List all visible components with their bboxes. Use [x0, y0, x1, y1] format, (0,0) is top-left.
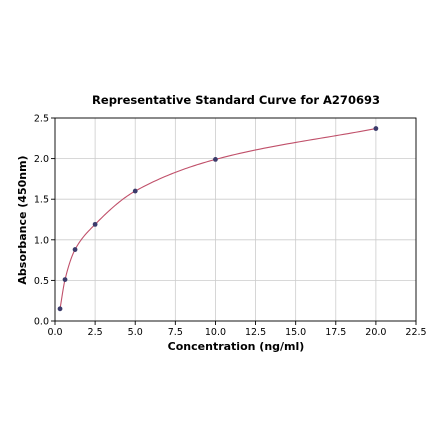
x-tick-label: 7.5	[168, 327, 183, 338]
fit-curve-line	[59, 128, 376, 309]
y-axis-ticks: 0.0 0.5 1.0 1.5 2.0 2.5	[34, 114, 55, 328]
y-axis-label: Absorbance (450nm)	[16, 155, 29, 284]
x-tick-label: 12.5	[245, 327, 266, 338]
x-tick-label: 5.0	[128, 327, 143, 338]
y-tick-label: 2.0	[34, 154, 49, 165]
y-tick-label: 1.0	[34, 235, 49, 246]
plot-frame	[54, 117, 417, 322]
x-axis-ticks: 0.0 2.5 5.0 7.5 10.0 12.5 15.0 17.5 20.0 22.5	[47, 321, 427, 338]
y-tick-label: 0.5	[34, 276, 49, 287]
data-point	[57, 306, 63, 312]
y-tick-label: 0.0	[34, 317, 49, 328]
x-axis-label: Concentration (ng/ml)	[168, 340, 305, 353]
data-point	[62, 277, 68, 282]
x-tick-label: 17.5	[325, 327, 346, 338]
data-point	[373, 126, 379, 131]
fitted-curve	[59, 128, 376, 309]
axes	[54, 117, 417, 322]
x-tick-label: 20.0	[365, 327, 386, 338]
x-tick-label: 22.5	[405, 327, 426, 338]
data-points	[57, 126, 379, 312]
x-tick-label: 0.0	[47, 327, 62, 338]
y-tick-label: 2.5	[34, 114, 49, 125]
x-tick-label: 2.5	[88, 327, 103, 338]
x-tick-label: 10.0	[205, 327, 226, 338]
data-point	[72, 247, 78, 252]
x-tick-label: 15.0	[285, 327, 306, 338]
data-point	[92, 221, 98, 227]
chart-title: Representative Standard Curve for A27069…	[92, 93, 380, 107]
y-tick-label: 1.5	[34, 195, 49, 206]
data-point	[213, 157, 218, 162]
data-point	[132, 188, 138, 194]
grid-lines	[54, 117, 417, 322]
